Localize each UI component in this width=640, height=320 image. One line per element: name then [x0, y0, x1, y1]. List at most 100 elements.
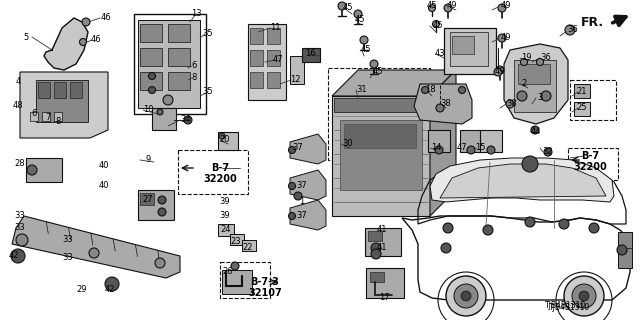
- Text: 8: 8: [55, 117, 61, 126]
- Text: 23: 23: [230, 237, 241, 246]
- Circle shape: [371, 249, 381, 259]
- Text: 38: 38: [507, 100, 517, 108]
- Circle shape: [184, 116, 192, 124]
- Circle shape: [525, 217, 535, 227]
- Text: 21: 21: [577, 87, 588, 97]
- Text: 35: 35: [203, 87, 213, 97]
- Text: 9: 9: [145, 156, 150, 164]
- Polygon shape: [290, 200, 326, 230]
- Text: 45: 45: [433, 21, 444, 30]
- Circle shape: [559, 219, 569, 229]
- Circle shape: [89, 248, 99, 258]
- Bar: [480, 130, 502, 152]
- Circle shape: [498, 34, 506, 42]
- Text: 5: 5: [24, 33, 29, 42]
- Bar: [168, 48, 190, 66]
- Text: 32200: 32200: [573, 162, 607, 172]
- Bar: [218, 224, 234, 236]
- Circle shape: [483, 225, 493, 235]
- Bar: [140, 72, 162, 90]
- Circle shape: [371, 243, 381, 253]
- Text: 25: 25: [577, 103, 588, 113]
- Text: 17: 17: [379, 293, 389, 302]
- Circle shape: [496, 66, 504, 74]
- Bar: [70, 82, 82, 98]
- Bar: [267, 28, 280, 44]
- Text: 49: 49: [500, 2, 511, 11]
- Polygon shape: [332, 70, 456, 96]
- Bar: [370, 272, 384, 282]
- Text: 28: 28: [15, 159, 26, 169]
- Circle shape: [289, 212, 296, 220]
- Circle shape: [433, 20, 440, 28]
- Circle shape: [520, 59, 527, 66]
- Circle shape: [441, 243, 451, 253]
- Bar: [152, 108, 176, 130]
- Bar: [220, 262, 270, 298]
- Circle shape: [436, 104, 444, 112]
- Bar: [452, 36, 474, 54]
- Polygon shape: [504, 44, 568, 124]
- Bar: [428, 130, 450, 152]
- Bar: [366, 268, 404, 298]
- Text: 33: 33: [63, 236, 74, 244]
- Bar: [365, 228, 401, 256]
- Bar: [178, 150, 248, 194]
- Circle shape: [105, 277, 119, 291]
- Circle shape: [360, 36, 368, 44]
- Text: 34: 34: [180, 116, 191, 124]
- Text: 27: 27: [143, 196, 154, 204]
- Text: 39: 39: [220, 197, 230, 206]
- Text: 32200: 32200: [203, 174, 237, 184]
- Circle shape: [16, 234, 28, 246]
- Text: 33: 33: [63, 253, 74, 262]
- Bar: [54, 112, 62, 121]
- Circle shape: [429, 4, 435, 12]
- Circle shape: [79, 38, 86, 45]
- Text: 20: 20: [220, 135, 230, 145]
- Circle shape: [435, 146, 443, 154]
- Circle shape: [506, 100, 514, 108]
- Text: 39: 39: [220, 211, 230, 220]
- Bar: [54, 82, 66, 98]
- Text: 42: 42: [105, 285, 115, 294]
- Text: 7: 7: [45, 114, 51, 123]
- Polygon shape: [12, 216, 180, 278]
- Bar: [340, 120, 422, 190]
- Bar: [250, 28, 263, 44]
- Bar: [267, 50, 280, 66]
- Bar: [328, 68, 430, 160]
- Circle shape: [458, 86, 465, 93]
- Text: 37: 37: [296, 181, 307, 190]
- Circle shape: [446, 276, 486, 316]
- Bar: [230, 234, 244, 245]
- Text: 13: 13: [191, 10, 202, 19]
- Text: 32: 32: [543, 148, 554, 156]
- Text: 44: 44: [531, 127, 541, 137]
- Bar: [290, 56, 304, 84]
- Circle shape: [541, 91, 551, 101]
- Bar: [42, 112, 50, 121]
- Text: 45: 45: [427, 2, 437, 11]
- Text: 38: 38: [440, 100, 451, 108]
- Text: 33: 33: [15, 223, 26, 233]
- Bar: [26, 158, 62, 182]
- Text: 10: 10: [143, 106, 153, 115]
- Text: B-7: B-7: [211, 163, 229, 173]
- Bar: [574, 102, 590, 116]
- Bar: [518, 64, 550, 84]
- Text: 41: 41: [377, 244, 387, 252]
- Circle shape: [82, 18, 90, 26]
- Text: 49: 49: [447, 2, 457, 11]
- Circle shape: [443, 223, 453, 233]
- Bar: [574, 84, 590, 98]
- Bar: [242, 240, 256, 251]
- Bar: [444, 28, 496, 74]
- Text: 2: 2: [522, 79, 527, 89]
- Text: 16: 16: [305, 50, 316, 59]
- Circle shape: [148, 73, 156, 79]
- Bar: [38, 82, 50, 98]
- Bar: [222, 270, 252, 294]
- Bar: [368, 231, 382, 241]
- Text: 40: 40: [99, 180, 109, 189]
